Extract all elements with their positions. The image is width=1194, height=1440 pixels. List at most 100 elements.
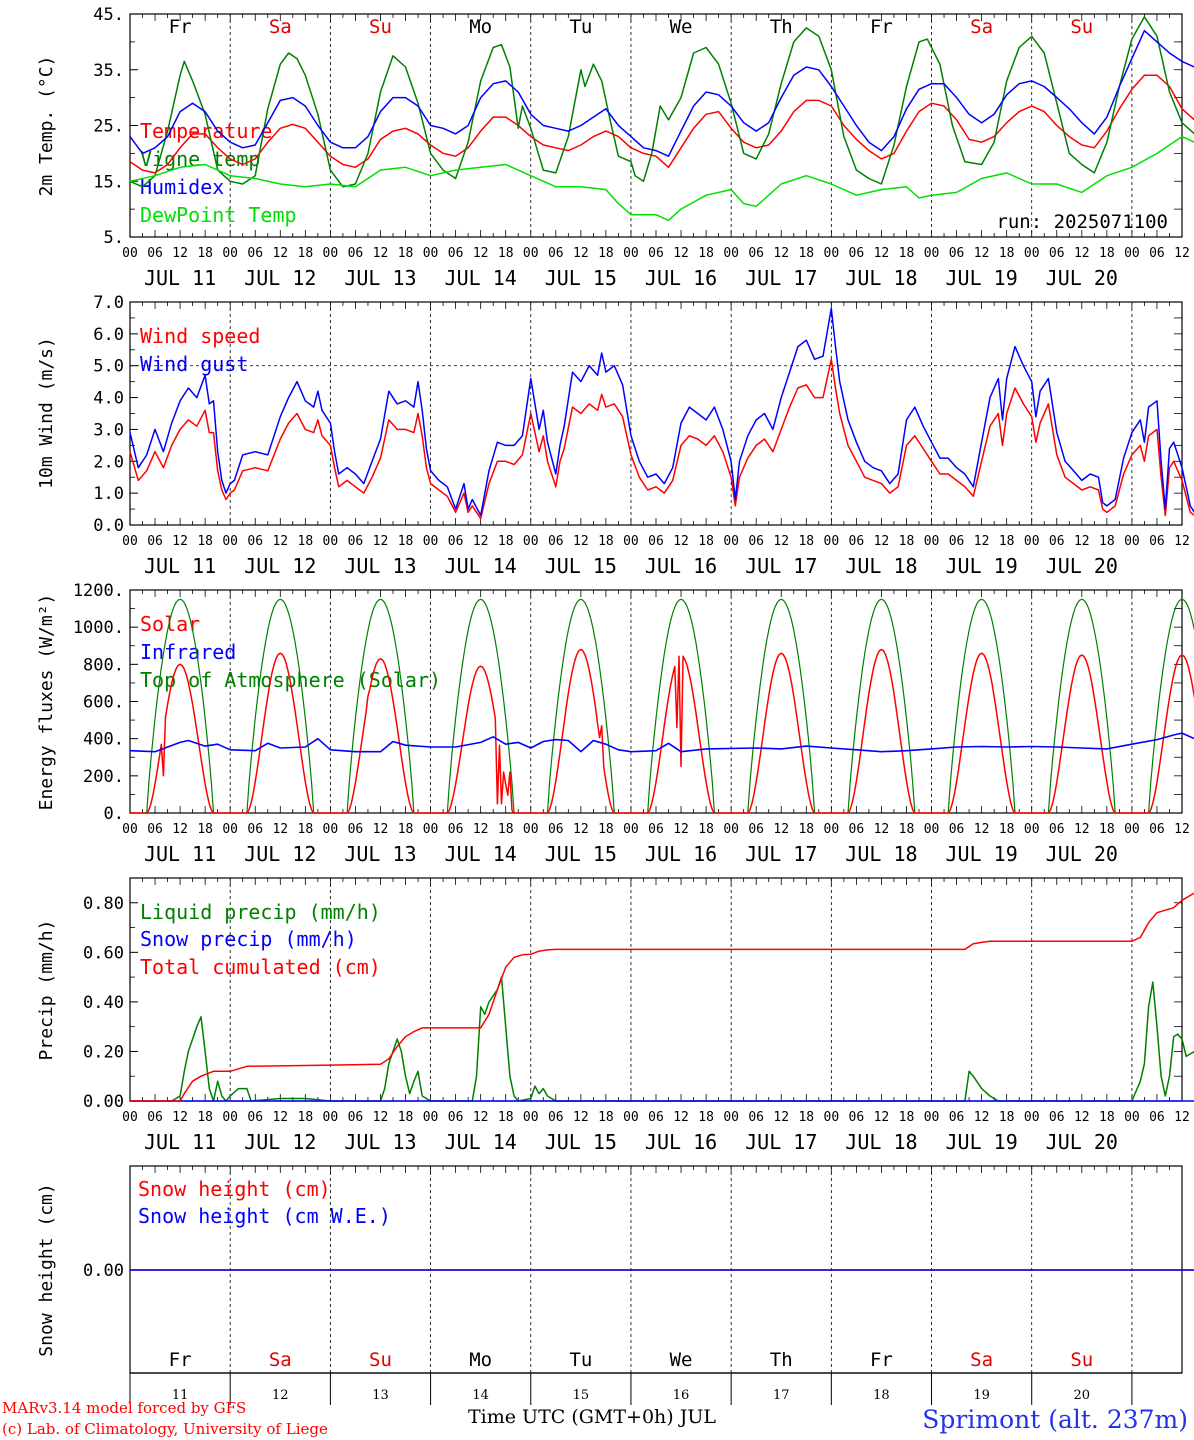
date-label: JUL 11 [144, 266, 216, 290]
hour-label: 00 [824, 822, 840, 837]
hour-label: 18 [298, 1110, 314, 1125]
hour-label: 12 [874, 822, 890, 837]
time-axis-label: Time UTC (GMT+0h) JUL [468, 1406, 716, 1428]
day-number: 15 [573, 1388, 590, 1403]
y-axis-label: Precip (mm/h) [36, 920, 57, 1061]
hour-label: 18 [498, 534, 514, 549]
hour-label: 00 [1124, 534, 1140, 549]
date-label: JUL 13 [344, 1130, 416, 1154]
hour-label: 06 [849, 534, 865, 549]
hour-label: 06 [448, 1110, 464, 1125]
date-label: JUL 12 [244, 266, 316, 290]
y-tick-label: 45. [93, 5, 124, 25]
hour-label: 06 [748, 822, 764, 837]
date-label: JUL 18 [845, 266, 917, 290]
run-annotation: run: 2025071100 [996, 211, 1168, 233]
hour-label: 06 [247, 822, 263, 837]
hour-label: 18 [999, 534, 1015, 549]
panel-2: 0.0 1.0 2.0 3.0 4.0 5.0 6.0 7.0 10m Wind (m/s) 00… [36, 293, 1194, 578]
series-top-of-atmosphere [130, 598, 1194, 814]
hour-label: 00 [423, 246, 439, 261]
hour-label: 12 [473, 822, 489, 837]
date-label: JUL 15 [545, 1130, 617, 1154]
date-label: JUL 19 [945, 266, 1017, 290]
hour-label: 18 [1099, 1110, 1115, 1125]
hour-label: 06 [849, 822, 865, 837]
hour-label: 06 [748, 534, 764, 549]
hour-label: 00 [323, 822, 339, 837]
hour-label: 18 [298, 822, 314, 837]
hour-label: 18 [197, 1110, 213, 1125]
hour-label: 00 [122, 822, 138, 837]
legend-snow-precip-mm-h-: Snow precip (mm/h) [140, 927, 357, 951]
hour-label: 18 [899, 534, 915, 549]
panel-4: 0.00 0.20 0.40 0.60 0.80 Precip (mm/h) 00 06 12 1… [36, 877, 1194, 1154]
hour-label: 00 [824, 534, 840, 549]
y-tick-label: 0.80 [83, 894, 124, 914]
y-tick-label: 4.0 [93, 389, 124, 409]
hour-label: 18 [899, 246, 915, 261]
day-number: 17 [773, 1388, 790, 1403]
hour-label: 12 [1074, 1110, 1090, 1125]
hour-label: 06 [448, 246, 464, 261]
hour-label: 18 [798, 246, 814, 261]
weekday-label: Su [369, 16, 392, 38]
hour-label: 06 [448, 822, 464, 837]
hour-label: 06 [949, 822, 965, 837]
day-number: 11 [172, 1388, 189, 1403]
hour-label: 00 [1024, 246, 1040, 261]
date-label: JUL 16 [645, 554, 717, 578]
hour-label: 12 [673, 822, 689, 837]
hour-label: 12 [974, 246, 990, 261]
hour-label: 18 [798, 822, 814, 837]
legend-total-cumulated-cm-: Total cumulated (cm) [140, 955, 381, 979]
day-number: 18 [873, 1388, 890, 1403]
date-label: JUL 17 [745, 554, 817, 578]
hour-label: 12 [172, 246, 188, 261]
day-number: 13 [372, 1388, 389, 1403]
hour-label: 12 [573, 1110, 589, 1125]
station-name: Sprimont (alt. 237m) [922, 1405, 1188, 1434]
hour-label: 12 [673, 1110, 689, 1125]
hour-label: 00 [523, 246, 539, 261]
hour-label: 06 [949, 1110, 965, 1125]
hour-label: 00 [523, 534, 539, 549]
hour-label: 18 [1099, 534, 1115, 549]
date-label: JUL 13 [344, 554, 416, 578]
hour-label: 12 [974, 1110, 990, 1125]
hour-label: 00 [323, 1110, 339, 1125]
y-tick-label: 0.0 [93, 516, 124, 536]
hour-label: 18 [398, 246, 414, 261]
hour-label: 12 [373, 246, 389, 261]
hour-label: 18 [999, 246, 1015, 261]
legend-wind-speed: Wind speed [140, 324, 260, 348]
date-label: JUL 20 [1046, 554, 1118, 578]
y-tick-label: 15. [93, 172, 124, 192]
hour-label: 18 [398, 822, 414, 837]
hour-label: 00 [122, 1110, 138, 1125]
y-tick-label: 800. [83, 655, 124, 675]
y-tick-label: 1000. [73, 618, 124, 638]
weekday-label: Mo [469, 1349, 492, 1371]
date-label: JUL 15 [545, 266, 617, 290]
hour-label: 18 [197, 822, 213, 837]
hour-label: 06 [849, 246, 865, 261]
hour-label: 18 [598, 822, 614, 837]
hour-label: 00 [623, 822, 639, 837]
hour-label: 12 [573, 822, 589, 837]
y-tick-label: 1200. [73, 581, 124, 601]
date-label: JUL 20 [1046, 266, 1118, 290]
weekday-label: Tu [569, 16, 592, 38]
hour-label: 06 [949, 534, 965, 549]
legend-snow-height-cm-: Snow height (cm) [138, 1177, 331, 1201]
y-tick-label: 400. [83, 730, 124, 750]
series-wind-speed [129, 358, 1194, 520]
hour-label: 00 [824, 246, 840, 261]
day-number: 14 [472, 1388, 489, 1403]
hour-label: 06 [648, 246, 664, 261]
date-label: JUL 16 [645, 266, 717, 290]
hour-label: 12 [773, 822, 789, 837]
series-vigne-temp [129, 16, 1194, 188]
date-label: JUL 11 [144, 842, 216, 866]
